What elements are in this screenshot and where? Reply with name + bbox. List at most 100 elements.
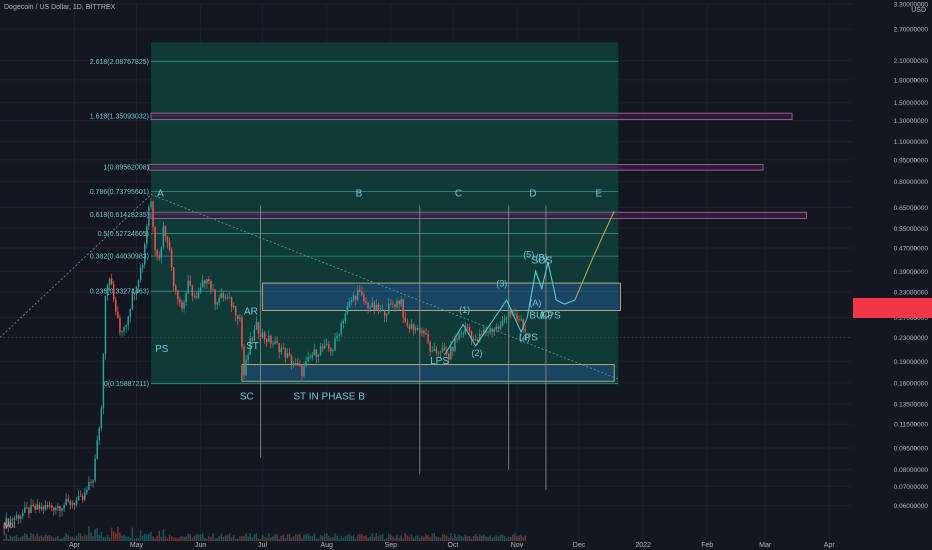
candle-body xyxy=(456,338,458,340)
volume-bar xyxy=(57,536,59,541)
volume-bar xyxy=(197,534,200,541)
volume-bar xyxy=(516,535,518,541)
wyckoff-label: ST IN PHASE B xyxy=(293,392,365,403)
candle-body xyxy=(309,357,311,359)
volume-bar xyxy=(135,537,138,541)
volume-bar xyxy=(460,536,462,541)
volume-bar xyxy=(46,535,49,541)
volume-bar xyxy=(392,536,394,541)
volume-bar xyxy=(396,535,398,541)
volume-bar xyxy=(390,534,392,541)
volume-bar xyxy=(344,536,347,541)
candle-body xyxy=(342,320,345,324)
volume-bar xyxy=(491,537,493,541)
candle-body xyxy=(183,301,185,309)
volume-bar xyxy=(125,536,127,541)
trend-line-support xyxy=(0,194,152,338)
wyckoff-label: ST xyxy=(246,341,259,352)
candle-body xyxy=(232,306,235,308)
volume-bar xyxy=(276,534,278,541)
volume-bar xyxy=(183,536,185,541)
candle-body xyxy=(123,327,125,332)
volume-bar xyxy=(59,538,61,541)
volume-bar xyxy=(336,535,338,541)
volume-bar xyxy=(5,533,7,541)
wave-label: (2) xyxy=(471,348,482,358)
volume-bar xyxy=(247,536,249,541)
fibonacci-level-label: 1.618(1.35093032) xyxy=(90,113,149,120)
volume-bar xyxy=(13,536,16,541)
volume-bar xyxy=(414,536,417,541)
volume-bar xyxy=(181,536,183,541)
symbol-title[interactable]: Dogecoin / US Dollar, 1D, BITTREX xyxy=(4,4,116,11)
candle-body xyxy=(419,328,421,334)
volume-bar xyxy=(476,536,479,541)
candle-body xyxy=(156,250,158,256)
candle-body xyxy=(187,280,189,294)
volume-bar xyxy=(371,533,373,541)
volume-bar xyxy=(402,538,405,541)
price-axis-tick: 0.06000000 xyxy=(894,503,929,510)
wave-label: (1) xyxy=(459,305,470,315)
candle-body xyxy=(338,334,340,336)
candle-body xyxy=(108,278,111,286)
candle-body xyxy=(501,320,504,326)
wave-label: (4) xyxy=(519,333,530,343)
candle-body xyxy=(50,505,53,508)
candle-body xyxy=(489,329,491,333)
elliott-wave-projection xyxy=(526,261,576,318)
volume-bar xyxy=(338,538,340,541)
price-axis-tick: 0.16000000 xyxy=(894,380,929,387)
candle-body xyxy=(363,295,365,302)
candle-body xyxy=(55,507,57,511)
candle-body xyxy=(454,338,456,352)
time-axis-tick: Nov xyxy=(511,542,524,549)
volume-bar xyxy=(69,537,72,541)
candle-body xyxy=(270,335,272,344)
volume-bar xyxy=(375,533,378,541)
candle-body xyxy=(175,285,177,291)
candle-body xyxy=(168,242,171,250)
candle-body xyxy=(346,306,349,314)
volume-bar xyxy=(290,537,293,541)
volume-bar xyxy=(406,535,409,541)
volume-bar xyxy=(63,536,65,541)
wyckoff-label: LPS xyxy=(430,356,449,367)
volume-bar xyxy=(172,538,175,541)
candle-body xyxy=(421,330,423,334)
volume-bar xyxy=(381,534,384,541)
candle-body xyxy=(371,302,373,308)
volume-bar xyxy=(226,534,229,541)
candle-body xyxy=(75,500,78,505)
candle-body xyxy=(162,226,165,248)
volume-bar xyxy=(361,534,363,541)
volume-bar xyxy=(224,535,227,541)
volume-bar xyxy=(410,534,413,541)
volume-bar xyxy=(123,534,125,541)
volume-bar xyxy=(437,537,440,541)
phase-label: A xyxy=(157,188,164,199)
volume-bar xyxy=(263,537,266,541)
candle-body xyxy=(210,281,212,290)
candle-body xyxy=(104,296,107,355)
volume-label: Vol xyxy=(4,521,16,530)
candle-body xyxy=(332,350,334,352)
volume-bar xyxy=(7,538,10,541)
volume-bar xyxy=(259,538,262,541)
volume-bar xyxy=(42,537,45,541)
volume-bar xyxy=(319,534,322,541)
price-axis-background xyxy=(852,0,932,550)
candle-body xyxy=(460,333,462,335)
volume-bar xyxy=(404,533,407,541)
candle-body xyxy=(53,507,55,511)
candle-body xyxy=(307,357,309,362)
candle-body xyxy=(431,351,433,352)
volume-bar xyxy=(34,536,36,541)
candle-body xyxy=(121,331,123,333)
candle-body xyxy=(414,328,417,331)
volume-bar xyxy=(257,538,260,541)
candle-body xyxy=(429,342,431,352)
volume-bar xyxy=(454,533,456,541)
candle-body xyxy=(464,326,467,334)
